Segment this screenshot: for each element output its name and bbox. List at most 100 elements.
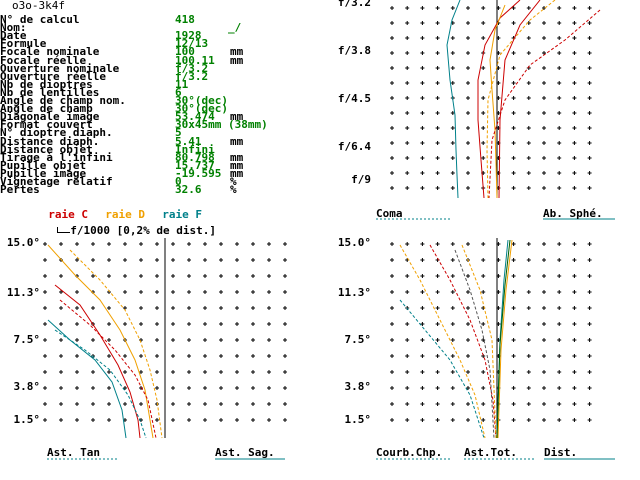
param-unit: mm [230, 45, 244, 59]
coma-d-curve [489, 4, 506, 199]
param-value: 1928 [175, 29, 202, 43]
param-label: Tirage à l'infini [0, 150, 113, 164]
param-unit: mm [230, 166, 244, 180]
param-value: 6 [175, 85, 182, 99]
param-unit: mm [230, 53, 244, 67]
ast-sag-d-curve [69, 249, 163, 439]
ast-tan-label: Ast. Tan [47, 446, 100, 459]
param-label: Nb de dioptres [0, 77, 93, 91]
param-label: Pupille objet [0, 158, 87, 172]
field2-tick-label: 7.5° [345, 333, 372, 346]
field-tick-label: 1.5° [14, 413, 41, 426]
param-value: 100.11 [175, 53, 215, 67]
dist-c-curve [496, 239, 511, 439]
legend-raie-c: raie C [48, 208, 88, 221]
param-unit: % [230, 175, 237, 188]
field-curvature-label: Courb.Chp. [376, 446, 443, 459]
param-label: Vignetage relatif [0, 175, 113, 188]
curb-f-curve [399, 299, 485, 439]
legend-raie-d: raie D [105, 208, 145, 221]
param-value: 53.474 [175, 110, 215, 124]
param-value: Infini [175, 142, 215, 156]
param-label: Focale réelle [0, 53, 87, 67]
field-tick-label: 7.5° [14, 333, 41, 346]
param-value: -19.595 [175, 166, 222, 180]
param-label: Ouverture réelle [0, 69, 106, 83]
ast-tan-d-curve [47, 244, 154, 439]
param-value: 30°(dec) [175, 102, 228, 116]
field2-tick-label: 3.8° [345, 380, 372, 393]
param-value: 80.798 [175, 150, 215, 164]
nom-signature-icon: _/ [228, 21, 242, 34]
ast-sag-c-curve [59, 299, 157, 439]
total-astigmatism-label: Ast.Tot. [464, 446, 517, 459]
param-value: 32.6 [175, 183, 202, 197]
param-label: Angle de champ [0, 102, 93, 116]
param-unit: mm [230, 150, 244, 164]
aperture-tick-label: f/3.2 [338, 0, 371, 9]
param-value: 12/13 [175, 37, 209, 51]
distortion-label: Dist. [544, 446, 578, 459]
param-value: f/3.2 [175, 69, 209, 83]
ast-tan-f-curve [47, 319, 127, 439]
scale-bar-icon [57, 227, 71, 233]
aperture-tick-label: f/3.8 [338, 44, 371, 57]
curb-d-curve [399, 244, 486, 439]
param-unit: mm [230, 158, 244, 172]
param-value: f/3.2 [175, 61, 209, 75]
sph-d-curve [486, 0, 556, 199]
asttot-curve [454, 249, 495, 439]
param-unit: % [230, 183, 237, 197]
asttot-c-curve [429, 244, 497, 439]
param-label: Ouverture nominale [0, 61, 120, 75]
param-label: Date [0, 29, 27, 43]
ast-tan-c-curve [54, 284, 141, 439]
asttot-d-curve [461, 244, 497, 439]
field-tick-label: 3.8° [14, 380, 41, 393]
calculation-title: o3o-3k4f [12, 0, 65, 12]
field-tick-label: 15.0° [7, 236, 40, 249]
param-value: 5 [175, 126, 182, 140]
coma-label: Coma [376, 207, 403, 220]
field-tick-label: 11.3° [7, 286, 40, 299]
legend-scale: f/1000 [0,2% de dist.] [44, 214, 216, 236]
param-unit: mm [230, 110, 244, 124]
aperture-tick-label: f/4.5 [338, 92, 371, 105]
spherical-aberration-label: Ab. Sphé. [543, 207, 603, 220]
param-value: 11 [175, 77, 189, 91]
aperture-tick-label: f/6.4 [338, 140, 371, 153]
legend-raie-f: raie F [162, 208, 202, 221]
param-value: 0 [175, 175, 182, 188]
param-value: 30x45mm (38mm) [175, 118, 268, 132]
param-label: Pertes [0, 183, 40, 197]
param-label: Focale nominale [0, 45, 100, 59]
param-label: Diagonale image [0, 110, 100, 124]
coma-f-curve [446, 0, 461, 199]
param-label: Distance objet [0, 142, 93, 156]
param-label: Formule [0, 37, 47, 51]
ast-sag-f-curve [54, 329, 147, 439]
param-value: 5.41 [175, 134, 202, 148]
param-value: 100 [175, 45, 195, 59]
aperture-tick-label: f/9 [351, 173, 371, 186]
sph-c2-curve [498, 0, 541, 199]
field2-tick-label: 15.0° [338, 236, 371, 249]
field2-tick-label: 1.5° [345, 413, 372, 426]
sph-c-curve [488, 9, 601, 199]
param-label: Distance diaph. [0, 134, 100, 148]
ast-sag-label: Ast. Sag. [215, 446, 275, 459]
param-value: 418 [175, 13, 195, 26]
param-label: Pupille image [0, 166, 87, 180]
param-unit: mm [230, 134, 244, 148]
param-label: N° de calcul [0, 13, 80, 26]
field2-tick-label: 11.3° [338, 286, 371, 299]
param-label: Angle de champ nom. [0, 94, 126, 107]
param-label: Format couvert [0, 118, 93, 132]
param-label: N° dioptre diaph. [0, 126, 113, 140]
param-label: Nom: [0, 21, 27, 35]
param-label: Nb de lentilles [0, 85, 100, 99]
param-value: 15.737 [175, 158, 215, 172]
dist-d-curve [497, 239, 513, 439]
param-value: 30°(dec) [175, 94, 228, 107]
